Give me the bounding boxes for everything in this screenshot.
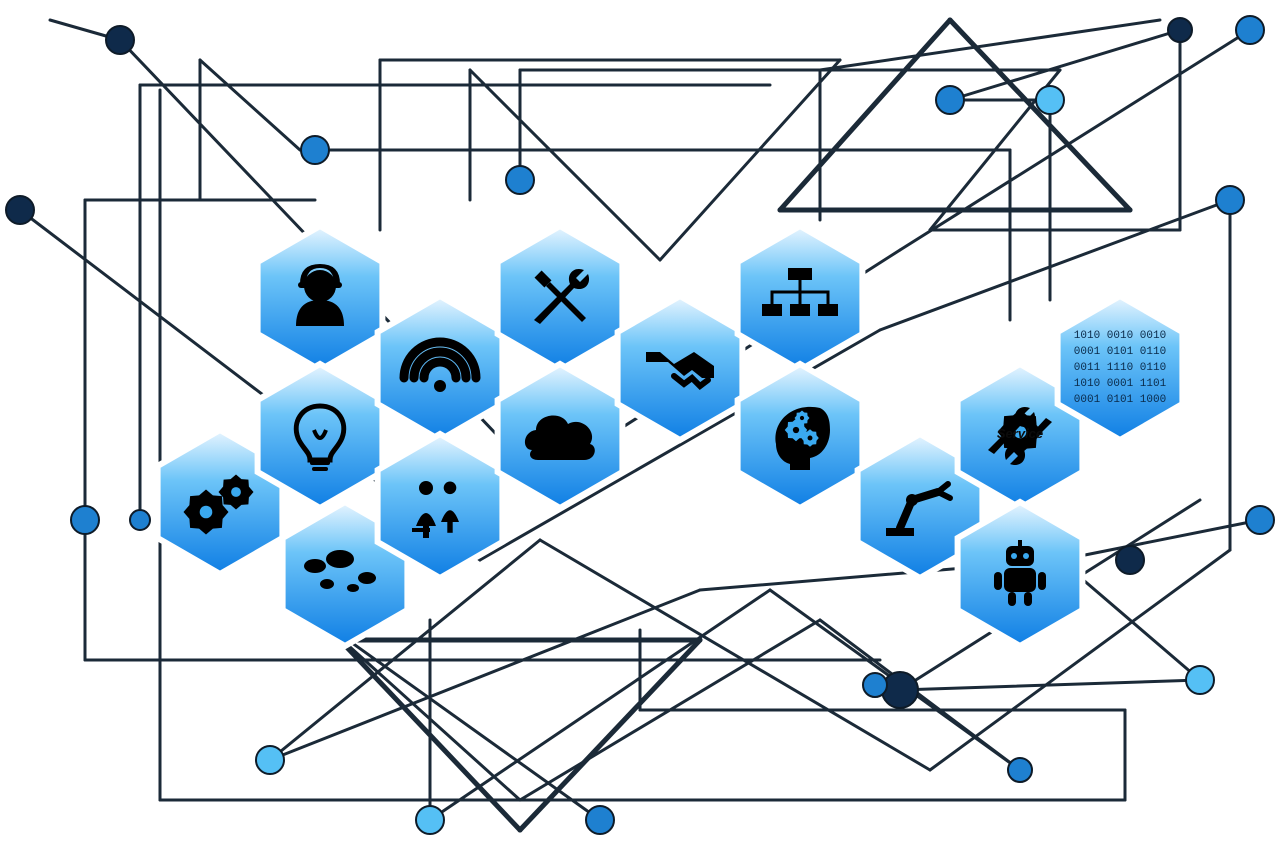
network-node bbox=[1216, 186, 1244, 214]
binary-line: 1010 0001 1101 bbox=[1074, 378, 1167, 390]
network-node bbox=[506, 166, 534, 194]
hex-worker bbox=[258, 226, 383, 370]
network-node bbox=[1236, 16, 1264, 44]
network-edge bbox=[880, 200, 1230, 330]
hex-orgchart bbox=[738, 226, 863, 370]
hex-wifi bbox=[378, 296, 503, 440]
network-node bbox=[106, 26, 134, 54]
binary-line: 0001 0101 1000 bbox=[1074, 394, 1166, 406]
network-edge bbox=[950, 20, 1130, 210]
network-node bbox=[936, 86, 964, 114]
service-label: Service bbox=[997, 426, 1043, 441]
network-edge bbox=[200, 60, 300, 150]
network-node bbox=[863, 673, 887, 697]
network-node bbox=[1036, 86, 1064, 114]
hex-brain bbox=[738, 364, 863, 508]
network-diagram: Service 1010 0010 0010 0001 0101 0110 0011 … bbox=[0, 0, 1280, 853]
network-node bbox=[882, 672, 918, 708]
binary-line: 0011 1110 0110 bbox=[1074, 362, 1166, 374]
network-node bbox=[301, 136, 329, 164]
network-edge bbox=[660, 60, 840, 260]
network-node bbox=[1246, 506, 1274, 534]
network-node bbox=[1008, 758, 1032, 782]
binary-icon: 1010 0010 0010 0001 0101 0110 0011 1110 01… bbox=[1074, 330, 1167, 406]
network-node bbox=[586, 806, 614, 834]
network-node bbox=[6, 196, 34, 224]
network-node bbox=[130, 510, 150, 530]
network-edge bbox=[950, 30, 1180, 100]
binary-line: 0001 0101 0110 bbox=[1074, 346, 1166, 358]
network-node bbox=[1168, 18, 1192, 42]
network-edge bbox=[820, 620, 1020, 770]
network-node bbox=[1116, 546, 1144, 574]
network-node bbox=[1186, 666, 1214, 694]
network-node bbox=[416, 806, 444, 834]
network-node bbox=[256, 746, 284, 774]
network-node bbox=[71, 506, 99, 534]
binary-line: 1010 0010 0010 bbox=[1074, 330, 1166, 342]
hex-cloud bbox=[498, 364, 623, 508]
hex-layer: Service 1010 0010 0010 0001 0101 0110 0011 … bbox=[158, 226, 1183, 646]
network-edge bbox=[780, 20, 950, 210]
hex-tools bbox=[498, 226, 623, 370]
